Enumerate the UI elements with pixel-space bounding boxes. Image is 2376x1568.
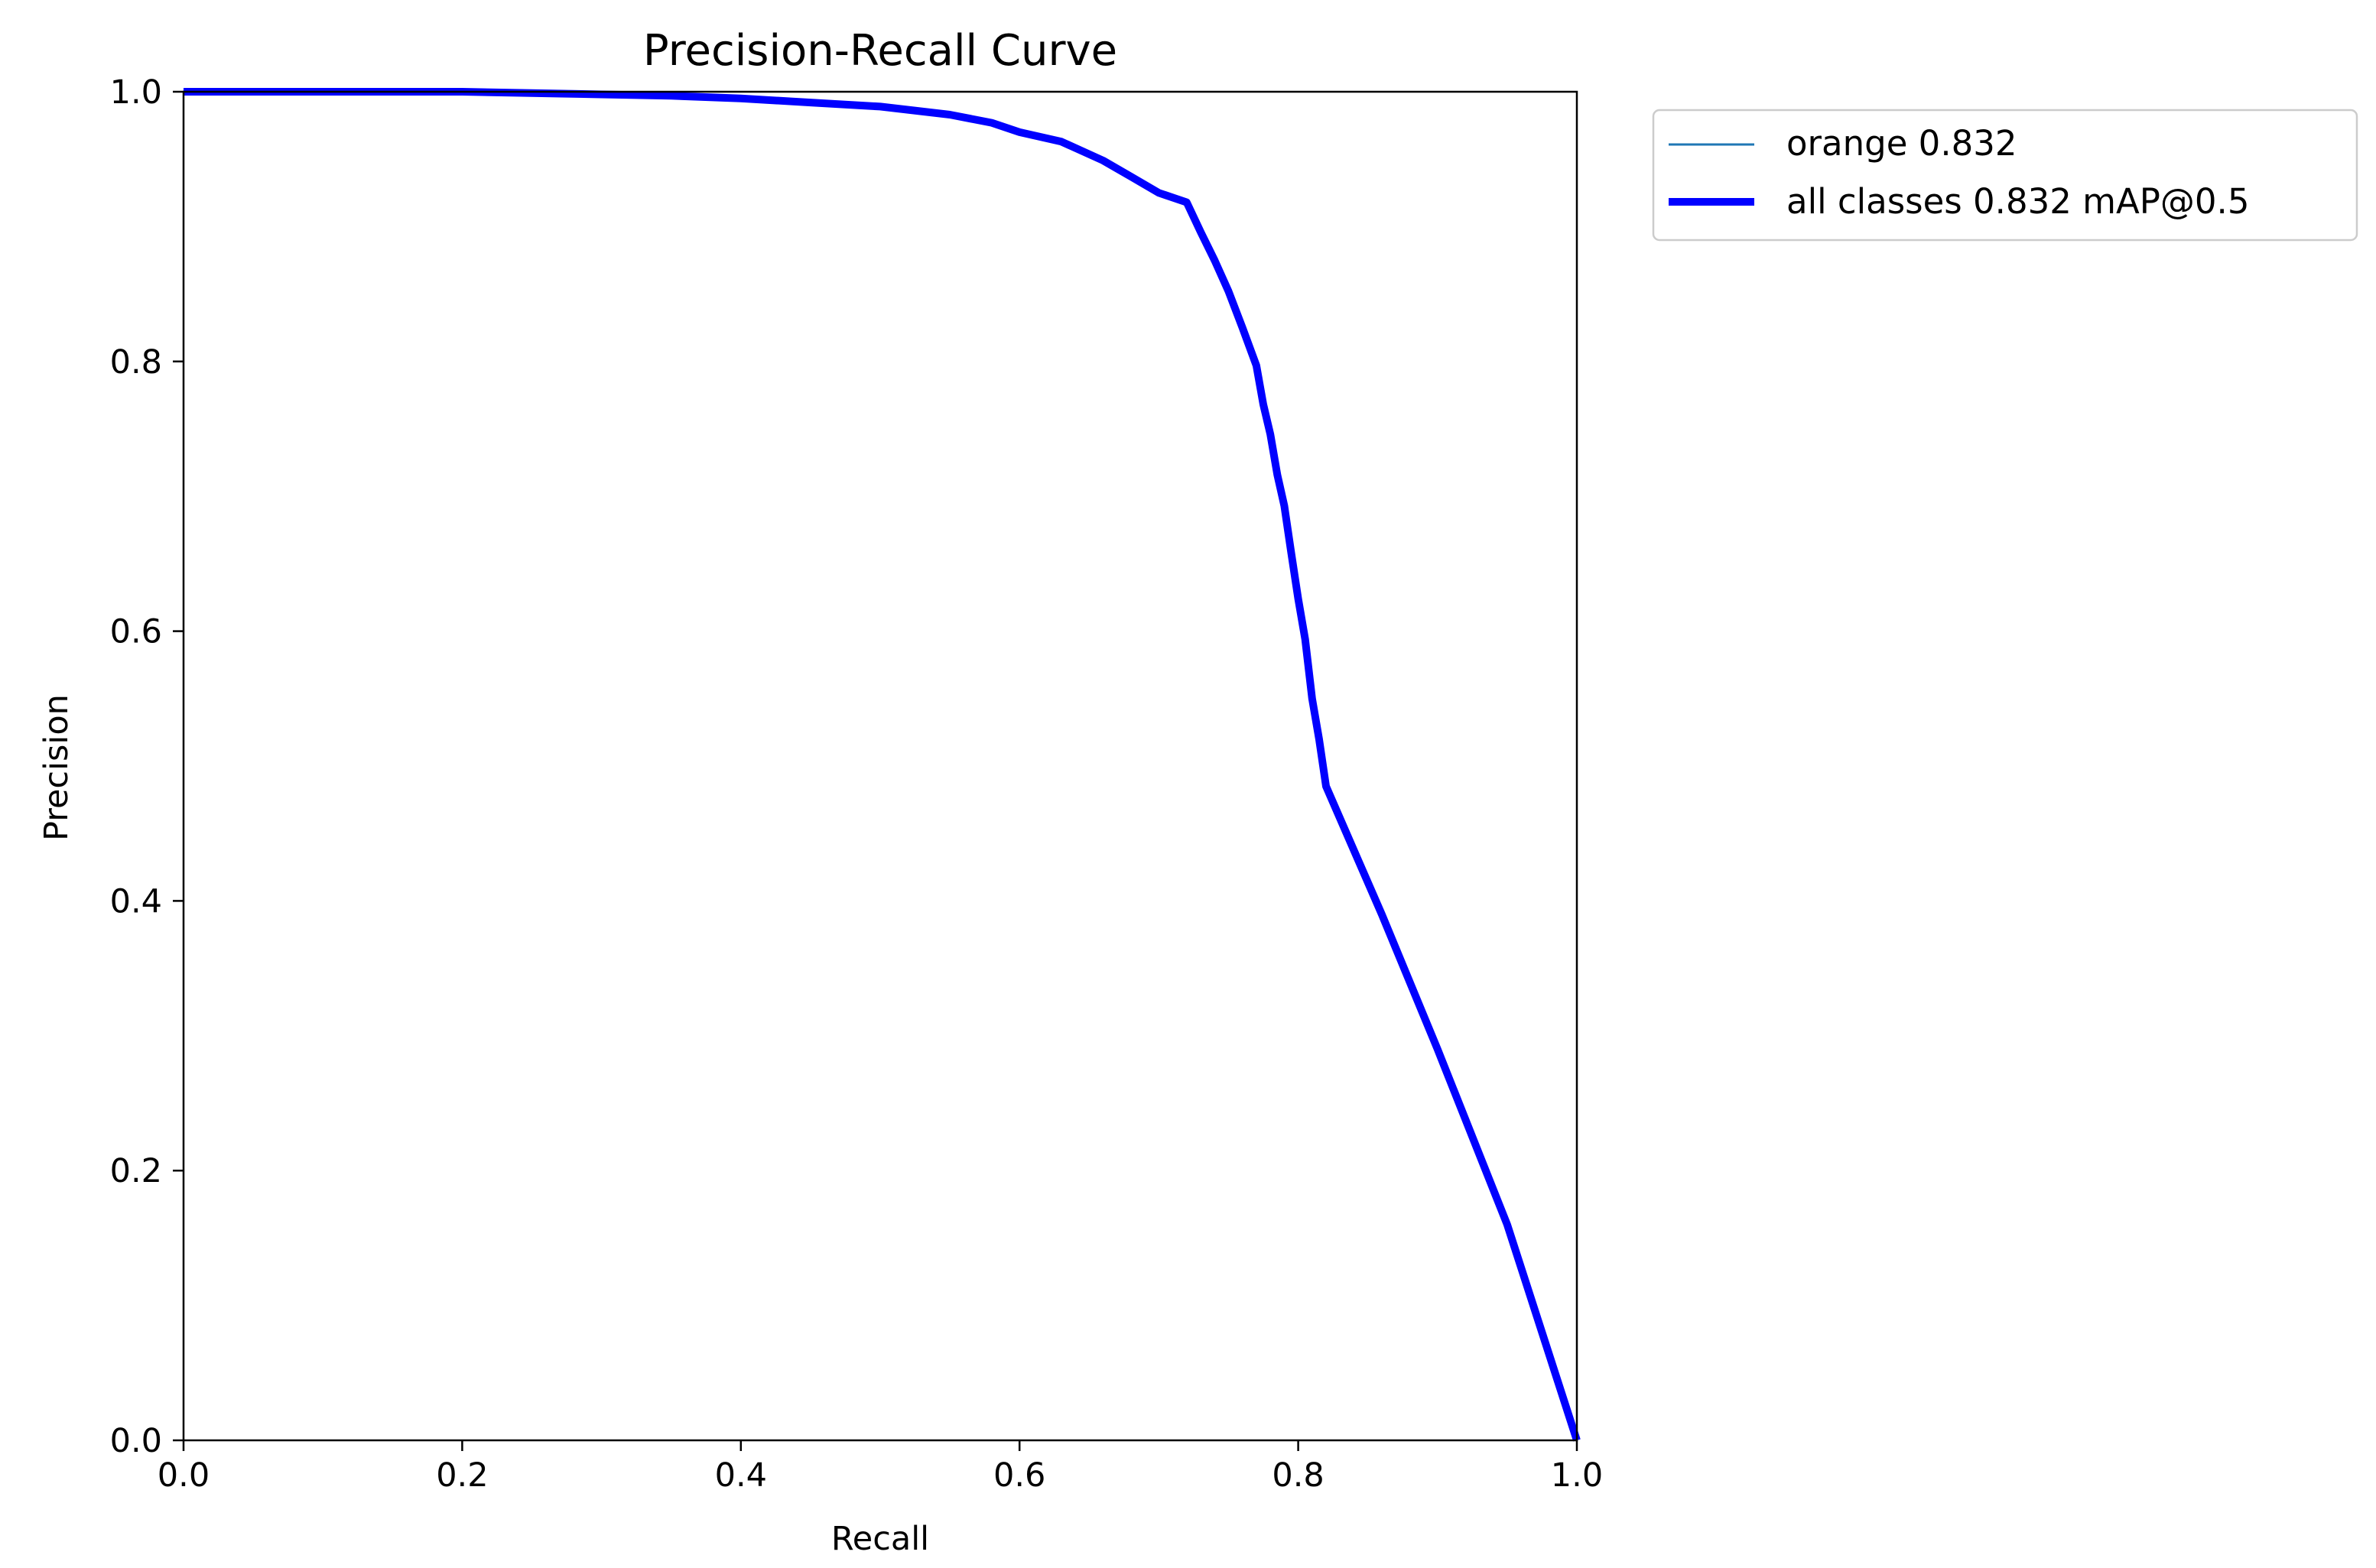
legend-label-all-classes: all classes 0.832 mAP@0.5 [1786,181,2249,222]
x-axis-ticks: 0.0 0.2 0.4 0.6 0.8 1.0 [158,1440,1603,1495]
x-tick-label: 0.2 [436,1456,488,1495]
y-tick-label: 0.4 [110,882,162,920]
y-axis-label: Precision [37,694,76,841]
x-tick-label: 0.6 [993,1456,1045,1495]
y-tick-label: 0.8 [110,343,162,381]
x-tick-label: 0.4 [715,1456,767,1495]
x-tick-label: 0.8 [1272,1456,1324,1495]
legend-frame [1652,109,2358,242]
y-axis-ticks: 0.0 0.2 0.4 0.6 0.8 1.0 [110,73,184,1460]
x-axis-label: Recall [831,1520,929,1558]
plot-frame [182,90,1578,1442]
x-tick-label: 0.0 [158,1456,210,1495]
y-tick-label: 0.0 [110,1422,162,1460]
series-line-all-classes [184,88,1581,1442]
y-tick-label: 0.2 [110,1152,162,1190]
legend-label-orange: orange 0.832 [1786,123,2017,164]
x-tick-label: 1.0 [1551,1456,1603,1495]
y-tick-label: 1.0 [110,73,162,112]
legend: orange 0.832 all classes 0.832 mAP@0.5 [1652,109,2358,242]
series-layer [184,88,1581,1442]
chart-title: Precision-Recall Curve [643,26,1117,76]
y-tick-label: 0.6 [110,613,162,651]
